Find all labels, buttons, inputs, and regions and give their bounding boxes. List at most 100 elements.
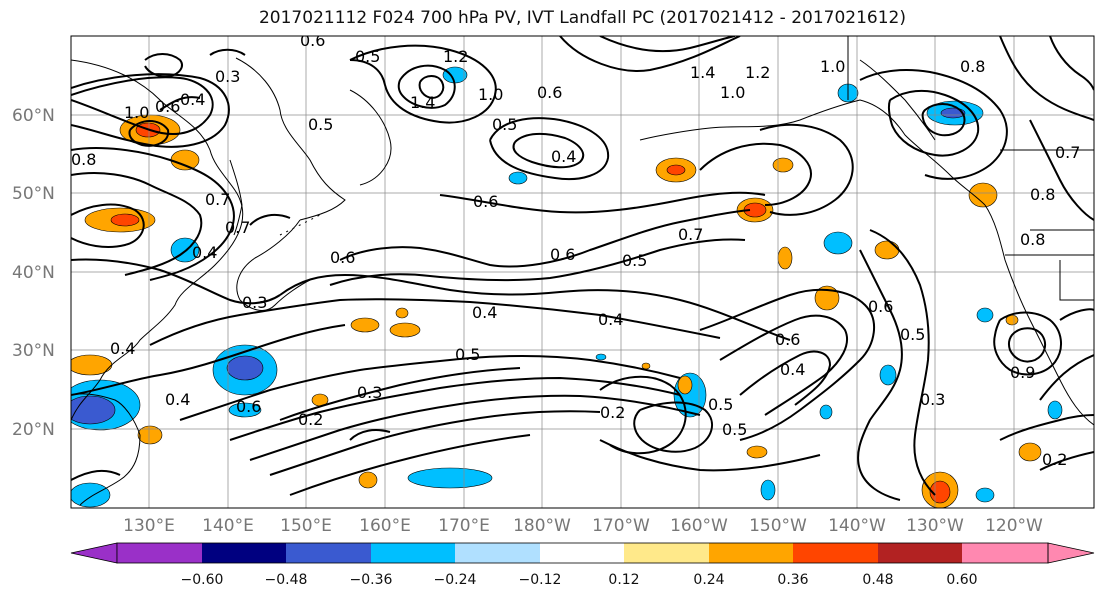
lon-label: 160°W (670, 516, 728, 536)
colorbar-tick-label: −0.36 (350, 572, 393, 588)
colorbar (70, 542, 1095, 564)
contour-label: 0.4 (180, 90, 205, 109)
lon-label: 140°W (828, 516, 886, 536)
contour-label: 0.7 (205, 190, 230, 209)
contour-label: 0.8 (960, 57, 985, 76)
contour-label: 0.9 (1010, 363, 1035, 382)
contour-label: 0.7 (678, 225, 703, 244)
contour-label: 0.4 (472, 303, 497, 322)
lon-label: 130°E (123, 516, 175, 536)
colorbar-frame (116, 542, 1049, 564)
lat-labels: 60°N 50°N 40°N 30°N 20°N (12, 106, 55, 440)
contour-label: 0.3 (242, 293, 267, 312)
contour-label: 0.4 (165, 390, 190, 409)
contour-label: 0.5 (455, 345, 480, 364)
colorbar-segment (371, 543, 455, 563)
lon-label: 150°W (749, 516, 807, 536)
contour-label: 0.4 (192, 243, 217, 262)
contour-label: 0.3 (215, 67, 240, 86)
colorbar-segment (962, 543, 1048, 563)
colorbar-segment (624, 543, 709, 563)
colorbar-tick-label: 0.24 (693, 572, 724, 588)
contour-label: 0.6 (300, 31, 325, 50)
contour-label: 0.5 (900, 325, 925, 344)
lon-label: 120°W (985, 516, 1043, 536)
lon-labels: 130°E 140°E 150°E 160°E 170°E 180°W 170°… (123, 516, 1043, 536)
colorbar-extend-high (1047, 542, 1095, 564)
lon-label: 150°E (280, 516, 332, 536)
lat-label: 30°N (12, 341, 55, 361)
contour-label: 0.5 (355, 47, 380, 66)
contour-label: 1.0 (820, 57, 845, 76)
colorbar-segment (540, 543, 624, 563)
contour-label: 1.0 (124, 103, 149, 122)
lon-label: 170°E (438, 516, 490, 536)
contour-label: 0.6 (537, 83, 562, 102)
contour-label: 0.2 (298, 410, 323, 429)
map-area: 0.6 0.3 0.5 1.2 1.4 1.0 0.6 1.4 1.0 1.2 … (71, 31, 1094, 508)
contour-label: 0.8 (1020, 230, 1045, 249)
contour-label: 0.6 (550, 245, 575, 264)
contour-label: 0.6 (473, 192, 498, 211)
contour-label: 1.0 (720, 83, 745, 102)
lon-label: 140°E (202, 516, 254, 536)
contour-label: 0.5 (708, 395, 733, 414)
contour-label: 0.6 (236, 397, 261, 416)
contour-label: 0.5 (622, 251, 647, 270)
contour-label: 0.8 (71, 150, 96, 169)
contour-label: 0.5 (722, 420, 747, 439)
contour-label: 0.6 (330, 248, 355, 267)
lon-label: 170°W (592, 516, 650, 536)
contour-label: 1.0 (478, 85, 503, 104)
contour-label: 0.3 (920, 390, 945, 409)
lon-label: 180°W (513, 516, 571, 536)
contour-labels: 0.6 0.3 0.5 1.2 1.4 1.0 0.6 1.4 1.0 1.2 … (71, 31, 1080, 469)
contour-label: 0.4 (598, 310, 623, 329)
figure-title: 2017021112 F024 700 hPa PV, IVT Landfall… (258, 8, 906, 28)
contour-label: 0.7 (1055, 143, 1080, 162)
colorbar-segment (793, 543, 878, 563)
contour-label: 0.2 (1042, 450, 1067, 469)
colorbar-segment (878, 543, 962, 563)
map-frame (70, 35, 1095, 509)
contour-label: 0.3 (357, 383, 382, 402)
contour-label: 0.6 (155, 97, 180, 116)
contour-label: 1.4 (410, 93, 435, 112)
contour-label: 0.4 (780, 360, 805, 379)
colorbar-tick-label: 0.12 (608, 572, 639, 588)
coastlines (71, 36, 1094, 506)
contour-label: 0.5 (492, 115, 517, 134)
contour-label: 0.5 (308, 115, 333, 134)
colorbar-segment (202, 543, 286, 563)
lat-label: 20°N (12, 420, 55, 440)
colorbar-segment (117, 543, 202, 563)
shading-layer (71, 66, 1063, 508)
contour-label: 1.2 (443, 47, 468, 66)
contour-label: 1.2 (745, 63, 770, 82)
lat-label: 60°N (12, 106, 55, 126)
lon-label: 160°E (359, 516, 411, 536)
contour-label: 0.4 (110, 339, 135, 358)
colorbar-tick-label: 0.60 (946, 572, 977, 588)
lon-label: 130°W (906, 516, 964, 536)
colorbar-tick-label: −0.24 (434, 572, 477, 588)
colorbar-tick-label: 0.48 (862, 572, 893, 588)
colorbar-ticks: −0.60 −0.48 −0.36 −0.24 −0.12 0.12 0.24 … (181, 572, 978, 588)
lat-label: 50°N (12, 184, 55, 204)
contour-label: 0.7 (225, 218, 250, 237)
contour-label: 0.8 (1030, 185, 1055, 204)
contour-label: 1.4 (690, 63, 715, 82)
pv-contours (71, 36, 1094, 501)
colorbar-segment (709, 543, 793, 563)
colorbar-tick-label: −0.60 (181, 572, 224, 588)
colorbar-extend-low (70, 542, 118, 564)
colorbar-segment (455, 543, 540, 563)
contour-label: 0.4 (551, 147, 576, 166)
contour-label: 0.2 (600, 403, 625, 422)
colorbar-tick-label: −0.48 (265, 572, 308, 588)
colorbar-tick-label: −0.12 (519, 572, 562, 588)
contour-label: 0.6 (868, 297, 893, 316)
lat-label: 40°N (12, 263, 55, 283)
colorbar-segment (286, 543, 371, 563)
